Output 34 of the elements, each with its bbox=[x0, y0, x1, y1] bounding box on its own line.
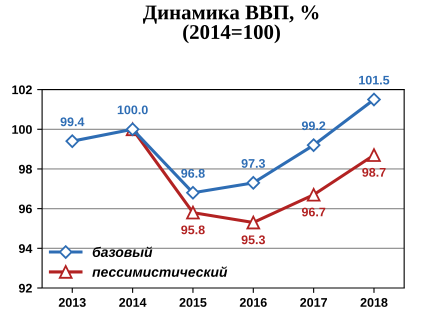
y-tick-label: 102 bbox=[12, 85, 32, 94]
y-tick-label: 98 bbox=[18, 164, 32, 174]
data-label: 95.3 bbox=[242, 235, 266, 244]
point bbox=[367, 92, 381, 106]
data-label: 96.8 bbox=[181, 168, 205, 178]
point bbox=[306, 138, 320, 152]
x-tick-label: 2018 bbox=[360, 298, 388, 307]
data-label: 95.8 bbox=[181, 225, 205, 234]
data-label: 97.3 bbox=[242, 159, 266, 168]
y-tick-label: 92 bbox=[18, 284, 32, 293]
point bbox=[65, 134, 80, 148]
data-label: 98.7 bbox=[362, 168, 386, 177]
x-tick-label: 2016 bbox=[240, 298, 267, 307]
data-label: 99.4 bbox=[60, 117, 84, 126]
point bbox=[246, 216, 260, 230]
chart-title: Динамика ВВП, % (2014=100) bbox=[142, 5, 318, 44]
x-tick-label: 2014 bbox=[119, 298, 146, 307]
data-label: 100.0 bbox=[118, 105, 148, 114]
data-label: 96.7 bbox=[302, 208, 326, 216]
legend-label: базовый bbox=[92, 246, 152, 258]
y-tick-label: 96 bbox=[18, 204, 32, 214]
legend-label: пессимистический bbox=[92, 266, 228, 277]
x-tick-label: 2017 bbox=[300, 298, 327, 307]
point bbox=[306, 188, 320, 202]
x-tick-label: 2013 bbox=[58, 298, 86, 307]
data-label: 101.5 bbox=[359, 76, 390, 85]
point bbox=[367, 148, 381, 162]
y-tick-label: 94 bbox=[18, 244, 32, 253]
point bbox=[246, 176, 260, 190]
point bbox=[186, 186, 200, 200]
x-tick-label: 2015 bbox=[179, 298, 207, 307]
point bbox=[186, 206, 200, 220]
y-tick-label: 100 bbox=[12, 125, 32, 134]
data-label: 99.2 bbox=[302, 121, 326, 130]
